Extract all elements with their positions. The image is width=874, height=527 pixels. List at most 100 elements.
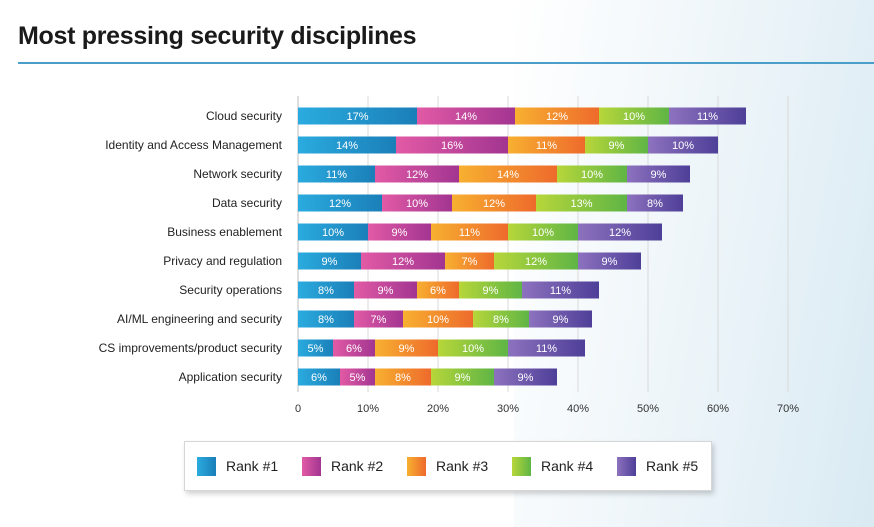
bar-segment xyxy=(403,310,473,328)
category-label: Business enablement xyxy=(167,225,282,239)
category-label: CS improvements/product security xyxy=(99,341,282,355)
bar-segment xyxy=(396,136,508,154)
bar-segment xyxy=(298,136,396,154)
data-label: 11% xyxy=(536,343,557,355)
data-label: 5% xyxy=(308,343,324,355)
title-divider xyxy=(18,62,874,64)
bar-segment xyxy=(298,368,340,386)
legend-swatch xyxy=(407,457,426,476)
data-label: 12% xyxy=(609,227,631,239)
legend-label: Rank #2 xyxy=(331,458,384,474)
bar-segment xyxy=(578,252,641,270)
data-label: 9% xyxy=(651,169,667,181)
legend-swatch xyxy=(302,457,321,476)
bar-segment xyxy=(536,194,627,212)
bar-segment xyxy=(599,107,669,125)
data-label: 11% xyxy=(326,169,347,181)
bar-segment xyxy=(627,165,690,183)
data-label: 8% xyxy=(493,314,509,326)
data-label: 7% xyxy=(462,256,478,268)
bar-segment xyxy=(298,252,361,270)
x-tick-label: 50% xyxy=(637,403,659,415)
legend-swatch xyxy=(197,457,216,476)
data-label: 11% xyxy=(459,227,480,239)
bar-segment xyxy=(515,107,599,125)
bar-segment xyxy=(298,281,354,299)
legend-label: Rank #1 xyxy=(226,458,279,474)
category-label: Identity and Access Management xyxy=(105,138,282,152)
x-tick-label: 30% xyxy=(497,403,519,415)
data-label: 10% xyxy=(406,198,428,210)
bar-segment xyxy=(354,310,403,328)
bar-segment xyxy=(417,107,515,125)
data-label: 10% xyxy=(322,227,344,239)
bar-segment xyxy=(340,368,375,386)
data-label: 6% xyxy=(311,372,327,384)
data-label: 9% xyxy=(553,314,569,326)
data-label: 11% xyxy=(697,111,718,123)
stacked-bar-chart: 0 10% 20% 30% 40% 50% 60% 70% Cloud security 17%… xyxy=(99,96,799,415)
bar-segment xyxy=(375,165,459,183)
bar-segment xyxy=(438,339,508,357)
data-label: 9% xyxy=(399,343,415,355)
data-label: 11% xyxy=(536,140,557,152)
data-label: 17% xyxy=(346,111,368,123)
bar-segment xyxy=(627,194,683,212)
data-label: 14% xyxy=(336,140,358,152)
category-label: Cloud security xyxy=(206,109,282,123)
x-tick-label: 20% xyxy=(427,403,449,415)
bar-segment xyxy=(648,136,718,154)
data-label: 12% xyxy=(483,198,505,210)
data-label: 11% xyxy=(550,285,571,297)
bar-segment xyxy=(431,368,494,386)
x-tick-label: 40% xyxy=(567,403,589,415)
legend-label: Rank #4 xyxy=(541,458,594,474)
category-label: AI/ML engineering and security xyxy=(117,312,282,326)
data-label: 10% xyxy=(581,169,603,181)
bar-segment xyxy=(494,252,578,270)
category-label: Data security xyxy=(212,196,282,210)
bar-segment xyxy=(508,339,585,357)
data-label: 10% xyxy=(623,111,645,123)
bar-segment xyxy=(459,165,557,183)
data-label: 13% xyxy=(570,198,592,210)
bar-segment xyxy=(298,339,333,357)
legend-label: Rank #3 xyxy=(436,458,489,474)
data-label: 9% xyxy=(518,372,534,384)
bar-segment xyxy=(459,281,522,299)
data-label: 14% xyxy=(455,111,477,123)
data-label: 9% xyxy=(392,227,408,239)
legend-swatch xyxy=(512,457,531,476)
bar-segment xyxy=(452,194,536,212)
bar-segment xyxy=(494,368,557,386)
bar-segment xyxy=(298,107,417,125)
legend-swatch xyxy=(617,457,636,476)
bar-segment xyxy=(473,310,529,328)
bar-segment xyxy=(375,368,431,386)
bar-segment xyxy=(557,165,627,183)
bar-segment xyxy=(508,136,585,154)
data-label: 6% xyxy=(346,343,362,355)
x-tick-label: 0 xyxy=(295,403,301,415)
x-tick-label: 60% xyxy=(707,403,729,415)
page-title: Most pressing security disciplines xyxy=(18,22,417,50)
x-tick-label: 10% xyxy=(357,403,379,415)
data-label: 8% xyxy=(318,314,334,326)
data-label: 9% xyxy=(455,372,471,384)
data-label: 10% xyxy=(427,314,449,326)
bar-segment xyxy=(333,339,375,357)
data-label: 12% xyxy=(546,111,568,123)
bar-segment xyxy=(298,165,375,183)
bar-segment xyxy=(578,223,662,241)
data-label: 12% xyxy=(392,256,414,268)
bar-segment xyxy=(445,252,494,270)
bar-segment xyxy=(361,252,445,270)
data-label: 9% xyxy=(602,256,618,268)
data-label: 12% xyxy=(525,256,547,268)
data-label: 9% xyxy=(378,285,394,297)
bar-segment xyxy=(298,310,354,328)
data-label: 9% xyxy=(322,256,338,268)
data-label: 5% xyxy=(350,372,366,384)
bar-segment xyxy=(417,281,459,299)
data-label: 16% xyxy=(441,140,463,152)
